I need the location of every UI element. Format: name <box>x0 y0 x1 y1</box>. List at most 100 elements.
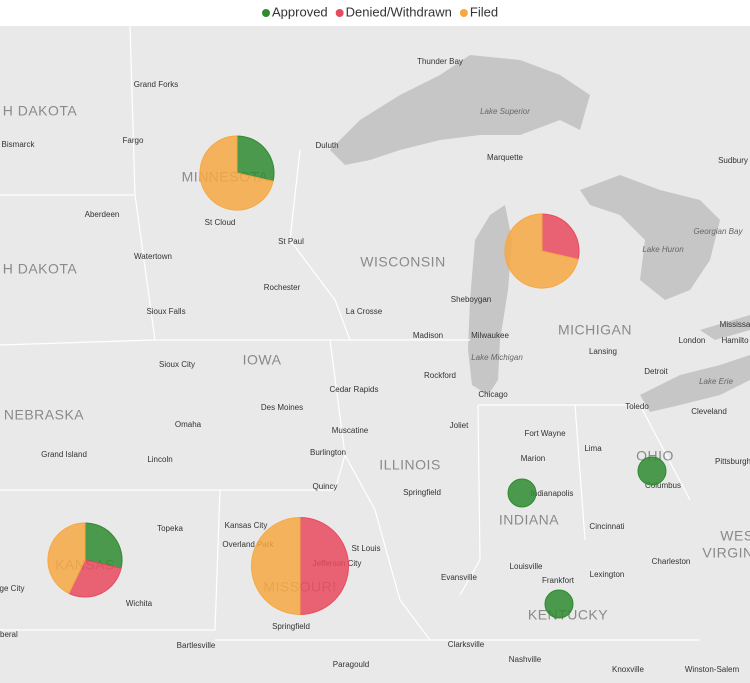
city-label: Grand Forks <box>134 80 178 89</box>
city-label: Cleveland <box>691 407 727 416</box>
city-label: La Crosse <box>346 307 383 316</box>
state-label: VIRGIN <box>702 545 750 561</box>
lake-michigan <box>468 205 512 395</box>
city-label: Cincinnati <box>589 522 624 531</box>
city-label: Kansas City <box>225 521 268 530</box>
state-label: ILLINOIS <box>379 457 441 473</box>
pie-markers <box>47 135 667 619</box>
pie-slice <box>507 478 537 508</box>
pie-slice <box>47 522 86 595</box>
city-label: Madison <box>413 331 443 340</box>
state-label: NEBRASKA <box>4 407 84 423</box>
city-label: Sioux Falls <box>146 307 185 316</box>
city-label: Watertown <box>134 252 172 261</box>
border <box>575 404 691 501</box>
pie-slice <box>68 559 122 598</box>
city-label: Evansville <box>441 573 478 582</box>
lake-huron <box>580 175 720 300</box>
city-label: Wichita <box>126 599 153 608</box>
legend-label: Filed <box>470 4 498 19</box>
city-label: Pittsburgh <box>715 457 750 466</box>
city-label: Muscatine <box>332 426 369 435</box>
city-label: Mississa <box>720 320 750 329</box>
city-label: Clarksville <box>448 640 485 649</box>
city-label: Hamilto <box>721 336 749 345</box>
water-label: Lake Michigan <box>471 353 523 362</box>
water-label: Lake Huron <box>642 245 684 254</box>
city-label: Lansing <box>589 347 617 356</box>
state-label: IOWA <box>243 352 282 368</box>
border <box>459 404 481 596</box>
city-label: Omaha <box>175 420 202 429</box>
city-label: Indianapolis <box>531 489 574 498</box>
legend-swatch <box>335 9 344 17</box>
city-label: Springfield <box>272 622 310 631</box>
city-label: Sudbury <box>718 156 748 165</box>
city-label: iberal <box>0 630 18 639</box>
city-label: Rochester <box>264 283 301 292</box>
city-label: Quincy <box>313 482 338 491</box>
border <box>155 149 351 341</box>
legend-label: Approved <box>272 4 328 19</box>
legend-band <box>0 0 750 26</box>
legend-swatch <box>262 9 270 17</box>
city-label: Duluth <box>315 141 338 150</box>
city-label: St Louis <box>352 544 381 553</box>
city-label: Fort Wayne <box>524 429 566 438</box>
city-label: Lexington <box>590 570 625 579</box>
city-label: Knoxville <box>612 665 645 674</box>
city-label: Burlington <box>310 448 346 457</box>
state-label: WES <box>720 528 750 544</box>
pie-slice <box>504 213 579 289</box>
city-label: Toledo <box>625 402 649 411</box>
city-label: Sheboygan <box>451 295 491 304</box>
city-label: Detroit <box>644 367 668 376</box>
city-label: Lincoln <box>147 455 172 464</box>
pie-slice <box>541 213 580 260</box>
pie-slice <box>637 456 667 486</box>
city-label: Winston-Salem <box>685 665 740 674</box>
city-label: Topeka <box>157 524 183 533</box>
water-label: Georgian Bay <box>694 227 744 236</box>
city-label: Chicago <box>478 390 508 399</box>
lake-superior <box>330 55 590 165</box>
legend-swatch <box>459 9 468 17</box>
city-label: Bismarck <box>2 140 36 149</box>
city-label: Rockford <box>424 371 456 380</box>
pie-slice <box>544 589 574 619</box>
city-label: Lima <box>584 444 602 453</box>
city-label: ge City <box>0 584 24 593</box>
state-label: H DAKOTA <box>3 261 78 277</box>
city-label: St Paul <box>278 237 304 246</box>
city-label: London <box>679 336 706 345</box>
state-label: MICHIGAN <box>558 322 632 338</box>
water-label: Lake Erie <box>699 377 733 386</box>
city-label: Columbus <box>645 481 681 490</box>
city-label: Bartlesville <box>177 641 216 650</box>
city-label: Cedar Rapids <box>330 385 379 394</box>
city-label: Marion <box>521 454 545 463</box>
legend-label: Denied/Withdrawn <box>346 4 452 19</box>
pie-slice <box>299 517 349 615</box>
state-label: WISCONSIN <box>360 254 445 270</box>
city-label: Aberdeen <box>85 210 120 219</box>
city-label: Grand Island <box>41 450 87 459</box>
legend: Approved Denied/Withdrawn Filed <box>262 4 498 19</box>
pie-slice <box>236 135 275 182</box>
city-label: Des Moines <box>261 403 303 412</box>
city-label: Springfield <box>403 488 441 497</box>
state-label: INDIANA <box>499 512 559 528</box>
city-label: Frankfort <box>542 576 575 585</box>
city-label: Nashville <box>509 655 542 664</box>
state-label: H DAKOTA <box>3 103 78 119</box>
border <box>215 454 432 641</box>
city-label: St Cloud <box>205 218 236 227</box>
pie-slice <box>199 135 274 211</box>
city-label: Milwaukee <box>471 331 509 340</box>
border <box>220 339 346 491</box>
lake-ontario <box>700 315 750 340</box>
pie-slice <box>84 522 123 569</box>
city-label: Charleston <box>652 557 691 566</box>
border <box>0 489 221 631</box>
